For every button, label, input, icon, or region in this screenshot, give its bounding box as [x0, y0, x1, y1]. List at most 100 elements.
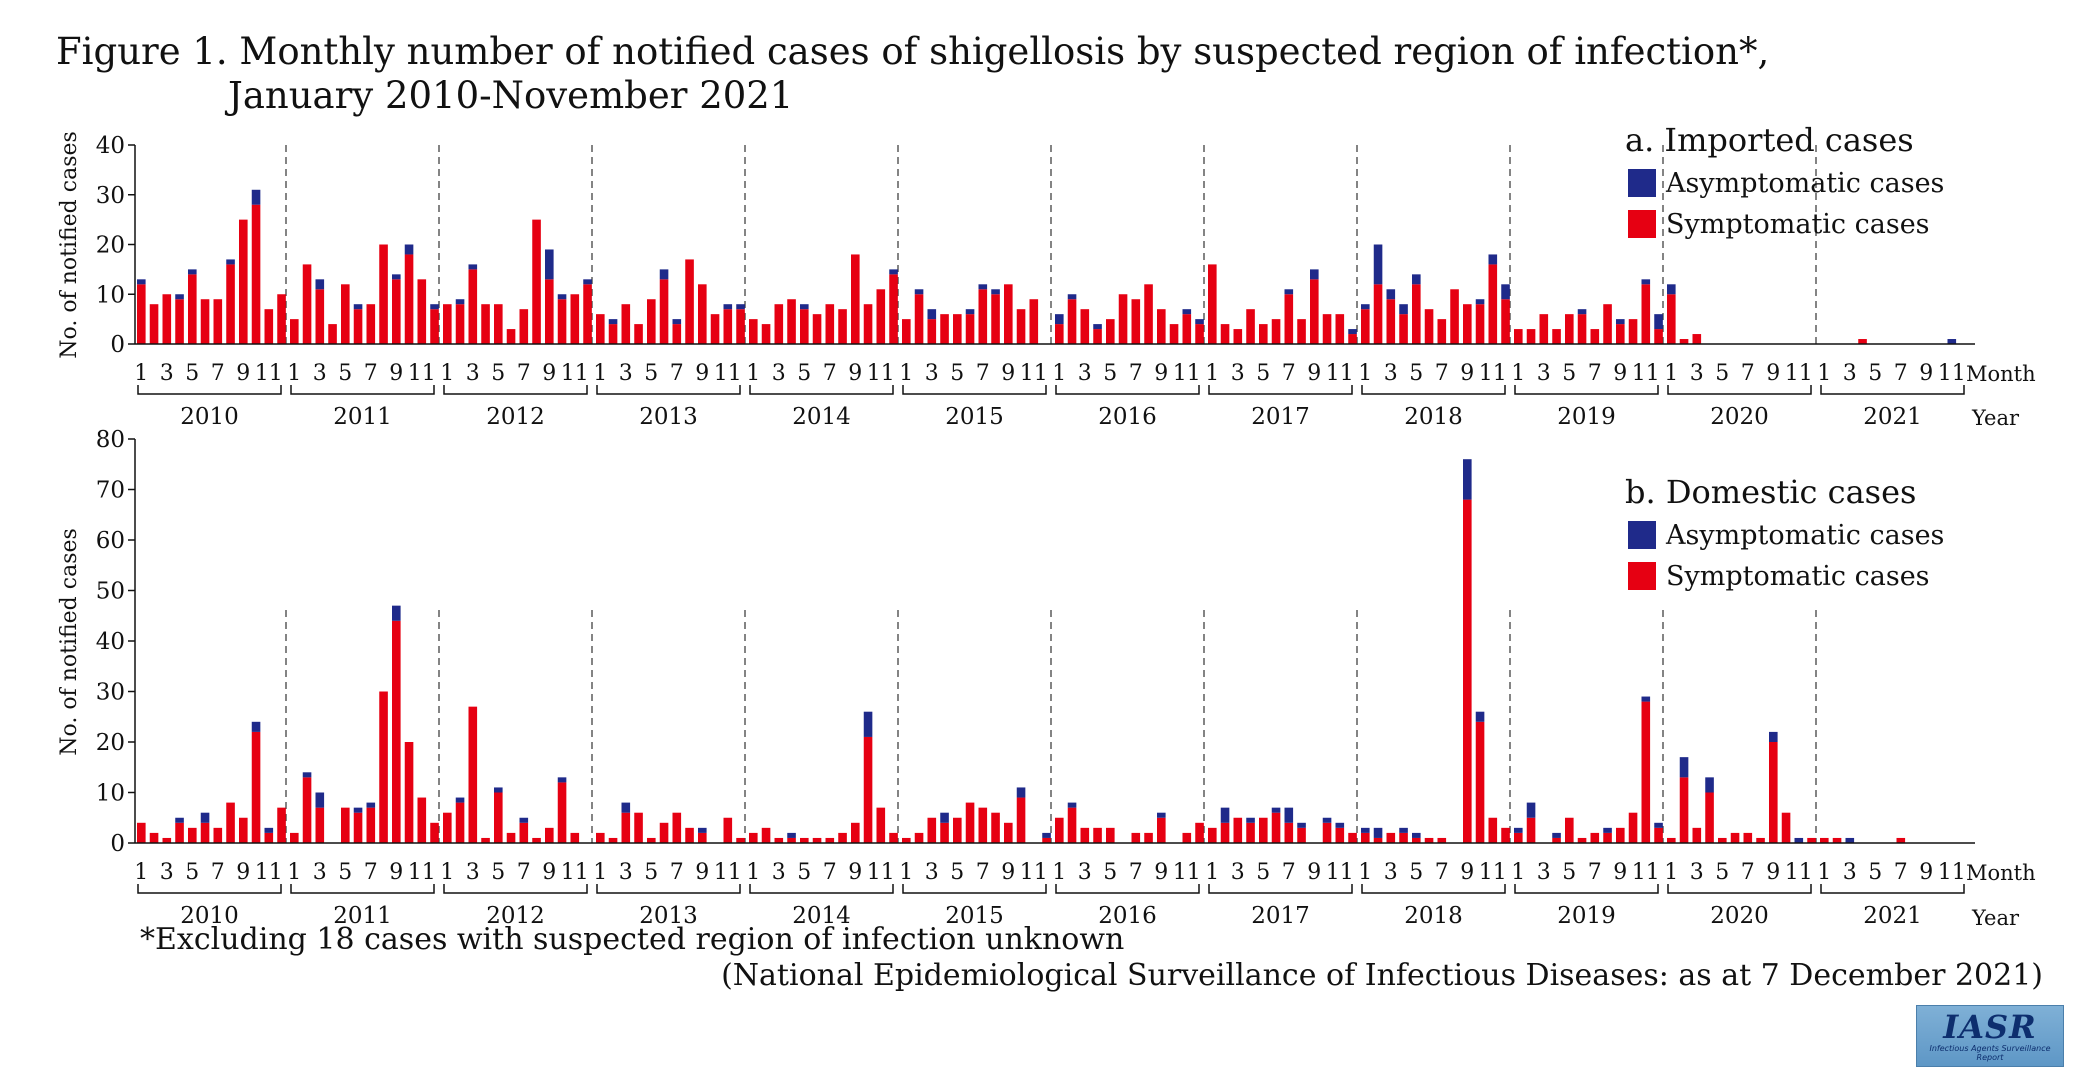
bar-symptomatic: [366, 807, 376, 843]
year-label: 2018: [1404, 903, 1463, 929]
bar-asymptomatic: [1335, 822, 1345, 828]
bar-asymptomatic: [1501, 284, 1510, 300]
bar-asymptomatic: [1399, 304, 1408, 315]
month-tick-label: 1: [287, 860, 301, 885]
bar-symptomatic: [557, 782, 567, 843]
bar-symptomatic: [1004, 284, 1013, 344]
bar-symptomatic: [902, 837, 911, 843]
bar-symptomatic: [596, 832, 605, 843]
month-tick-label: 9: [1154, 361, 1168, 386]
bar-symptomatic: [1080, 827, 1090, 843]
year-bracket: [1514, 884, 1659, 894]
year-bracket: [443, 884, 588, 894]
year-bracket: [902, 884, 1047, 894]
bar-symptomatic: [1348, 334, 1357, 344]
bar-symptomatic: [736, 837, 745, 843]
logo-text: IASR: [1943, 1008, 2037, 1046]
bar-symptomatic: [379, 691, 388, 843]
year-bracket: [596, 884, 741, 894]
bar-symptomatic: [1424, 837, 1434, 843]
bar-symptomatic: [647, 299, 656, 344]
bar-symptomatic: [863, 736, 873, 843]
bar-asymptomatic: [940, 812, 949, 823]
bar-symptomatic: [812, 314, 822, 344]
bar-symptomatic: [1348, 832, 1357, 843]
bar-symptomatic: [392, 620, 401, 843]
month-tick-label: 9: [1460, 361, 1474, 386]
bar-symptomatic: [1501, 827, 1510, 843]
month-tick-label: 1: [287, 361, 301, 386]
month-tick-label: 3: [1690, 860, 1704, 885]
bar-symptomatic: [1552, 837, 1561, 843]
bar-symptomatic: [188, 827, 197, 843]
month-tick-label: 7: [364, 361, 378, 386]
bar-symptomatic: [659, 279, 669, 344]
bar-symptomatic: [1322, 822, 1332, 843]
bar-asymptomatic: [1246, 817, 1255, 823]
bar-symptomatic: [1526, 817, 1536, 843]
month-tick-label: 7: [517, 860, 531, 885]
month-tick-label: 11: [408, 361, 436, 386]
iasr-logo: IASR Infectious Agents Surveillance Repo…: [1916, 1005, 2064, 1067]
bar-symptomatic: [1577, 837, 1587, 843]
month-tick-label: 7: [1894, 860, 1908, 885]
month-tick-label: 3: [619, 361, 633, 386]
bar-symptomatic: [417, 797, 427, 843]
month-tick-label: 7: [976, 361, 990, 386]
bar-asymptomatic: [1016, 787, 1026, 798]
bar-symptomatic: [749, 832, 758, 843]
bar-symptomatic: [825, 837, 835, 843]
bar-symptomatic: [1361, 832, 1370, 843]
bar-symptomatic: [1271, 319, 1281, 344]
bar-symptomatic: [749, 319, 758, 344]
month-tick-label: 9: [389, 361, 403, 386]
bar-asymptomatic: [659, 269, 669, 280]
bar-symptomatic: [302, 264, 312, 344]
bar-asymptomatic: [1641, 696, 1651, 702]
bar-symptomatic: [468, 269, 478, 344]
month-tick-label: 1: [1664, 860, 1678, 885]
bar-symptomatic: [213, 827, 223, 843]
month-tick-label: 11: [714, 860, 742, 885]
bar-symptomatic: [1896, 837, 1906, 843]
month-tick-label: 3: [160, 361, 174, 386]
bar-symptomatic: [1335, 827, 1345, 843]
bar-asymptomatic: [430, 304, 439, 310]
bar-symptomatic: [251, 731, 261, 843]
month-tick-label: 5: [1256, 860, 1270, 885]
bar-asymptomatic: [1794, 837, 1804, 843]
bar-symptomatic: [761, 324, 771, 344]
bar-symptomatic: [481, 304, 490, 344]
month-tick-label: 5: [1715, 860, 1729, 885]
bar-asymptomatic: [264, 827, 274, 833]
bar-symptomatic: [1055, 817, 1064, 843]
month-tick-label: 5: [1103, 860, 1117, 885]
bar-asymptomatic: [978, 284, 988, 290]
bar-asymptomatic: [1399, 827, 1408, 833]
bar-asymptomatic: [1705, 777, 1714, 793]
bar-asymptomatic: [200, 812, 210, 823]
bar-asymptomatic: [1373, 827, 1383, 838]
bar-asymptomatic: [1947, 339, 1957, 344]
bar-symptomatic: [1297, 827, 1306, 843]
month-tick-label: 11: [1632, 361, 1660, 386]
month-tick-label: 1: [1358, 860, 1372, 885]
bar-asymptomatic: [1769, 731, 1778, 742]
month-tick-label: 7: [1129, 361, 1143, 386]
bar-asymptomatic: [315, 279, 325, 290]
bar-symptomatic: [494, 792, 503, 843]
month-tick-label: 1: [1205, 860, 1219, 885]
month-tick-label: 5: [950, 860, 964, 885]
year-label: 2021: [1863, 404, 1922, 430]
bar-symptomatic: [927, 817, 937, 843]
bar-symptomatic: [1297, 319, 1306, 344]
bar-asymptomatic: [787, 832, 796, 838]
legend-label: Symptomatic cases: [1666, 561, 1930, 592]
month-tick-label: 3: [313, 361, 327, 386]
bar-symptomatic: [239, 219, 248, 344]
month-tick-label: 9: [1001, 361, 1015, 386]
bar-symptomatic: [545, 827, 554, 843]
month-tick-label: 11: [1479, 860, 1507, 885]
bar-symptomatic: [1322, 314, 1332, 344]
month-tick-label: 7: [1894, 361, 1908, 386]
